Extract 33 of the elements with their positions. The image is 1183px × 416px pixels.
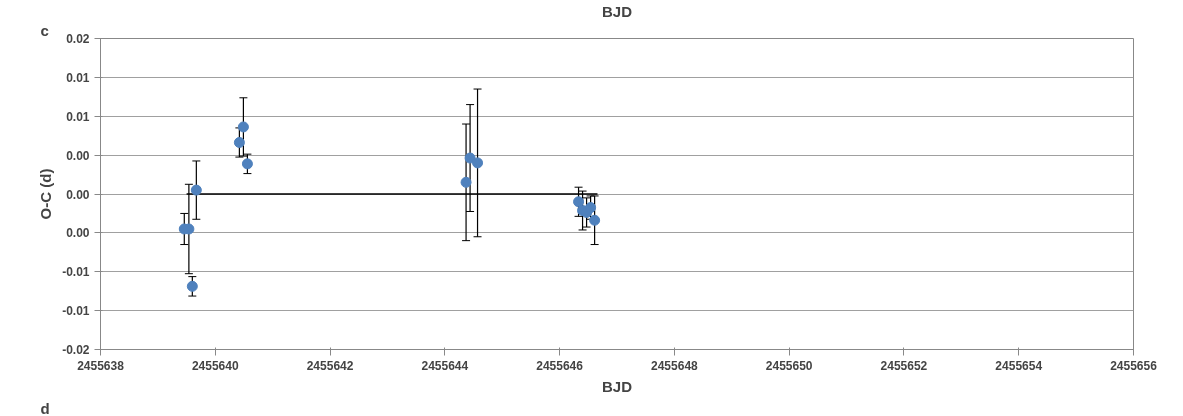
x-tick-label: 2455644 xyxy=(421,358,469,373)
y-tick-label: -0.02 xyxy=(62,343,90,357)
y-tick-label: 0.00 xyxy=(66,226,90,241)
x-tick-label: 2455654 xyxy=(995,358,1043,373)
point xyxy=(573,196,585,208)
x-axis-title: BJD xyxy=(602,377,633,395)
x-tick-label: 2455650 xyxy=(765,358,813,373)
x-tick-label: 2455646 xyxy=(536,358,584,373)
x-tick-label: 2455640 xyxy=(191,358,239,373)
point xyxy=(233,137,245,148)
point xyxy=(186,280,198,292)
y-tick-label: -0.01 xyxy=(62,304,90,319)
point xyxy=(237,121,249,133)
point xyxy=(460,176,472,188)
x-tick-label: 2455642 xyxy=(306,358,354,373)
text: c xyxy=(40,21,49,39)
x-tick-label: 2455638 xyxy=(77,358,125,373)
point xyxy=(589,214,601,226)
x-tick-label: 2455648 xyxy=(651,358,699,373)
y-tick-label: 0.01 xyxy=(66,109,90,124)
y-tick-label: -0.01 xyxy=(62,265,90,280)
text: BJD xyxy=(602,2,633,20)
x-tick-label: 2455656 xyxy=(1110,358,1158,373)
y-axis-title: O-C (d) xyxy=(37,168,55,220)
text: d xyxy=(40,399,50,416)
point xyxy=(585,202,597,214)
y-tick-label: 0.02 xyxy=(66,32,90,46)
y-tick-label: 0.00 xyxy=(66,148,90,163)
point xyxy=(472,157,484,169)
y-tick-label: 0.01 xyxy=(66,70,90,85)
y-tick-label: 0.00 xyxy=(66,187,90,202)
point xyxy=(190,184,202,196)
x-tick-label: 2455652 xyxy=(880,358,928,373)
